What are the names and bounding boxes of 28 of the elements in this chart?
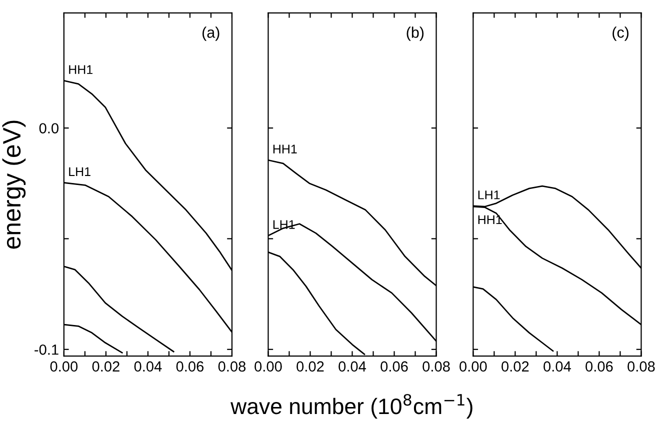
x-tick-label: 0.08 <box>628 361 655 372</box>
x-tick-label: 0.00 <box>50 361 78 372</box>
y-tick-label: -0.1 <box>34 344 58 355</box>
x-tick-label: 0.04 <box>134 361 162 372</box>
x-tick-label: 0.02 <box>502 361 529 372</box>
annotation: HH1 <box>69 65 92 74</box>
x-tick-label: 0.02 <box>92 361 120 372</box>
x-axis-title: wave number (10$^{8}$cm$^{−1}$) <box>230 394 472 419</box>
text: (c) <box>612 26 628 41</box>
x-tick-label: 0.00 <box>254 361 282 372</box>
y-axis-title: energy (eV) <box>2 120 26 249</box>
x-tick-label: 0.08 <box>218 361 246 372</box>
annotation: HH1 <box>478 215 502 224</box>
y-tick-label: 0.0 <box>39 123 58 134</box>
x-tick-label: 0.06 <box>176 361 204 372</box>
x-tick-label: 0.04 <box>338 361 366 372</box>
text: (b) <box>406 26 424 41</box>
x-tick-label: 0.06 <box>380 361 408 372</box>
x-tick-label: 0.02 <box>296 361 324 372</box>
x-tick-label: 0.06 <box>586 361 613 372</box>
x-tick-label: 0.04 <box>544 361 571 372</box>
text: (a) <box>202 26 220 41</box>
x-tick-label: 0.08 <box>422 361 450 372</box>
annotation: LH1 <box>69 167 90 176</box>
annotation: HH1 <box>273 144 297 154</box>
annotation: LH1 <box>273 220 295 229</box>
annotation: LH1 <box>478 190 500 200</box>
x-tick-label: 0.00 <box>460 361 487 372</box>
